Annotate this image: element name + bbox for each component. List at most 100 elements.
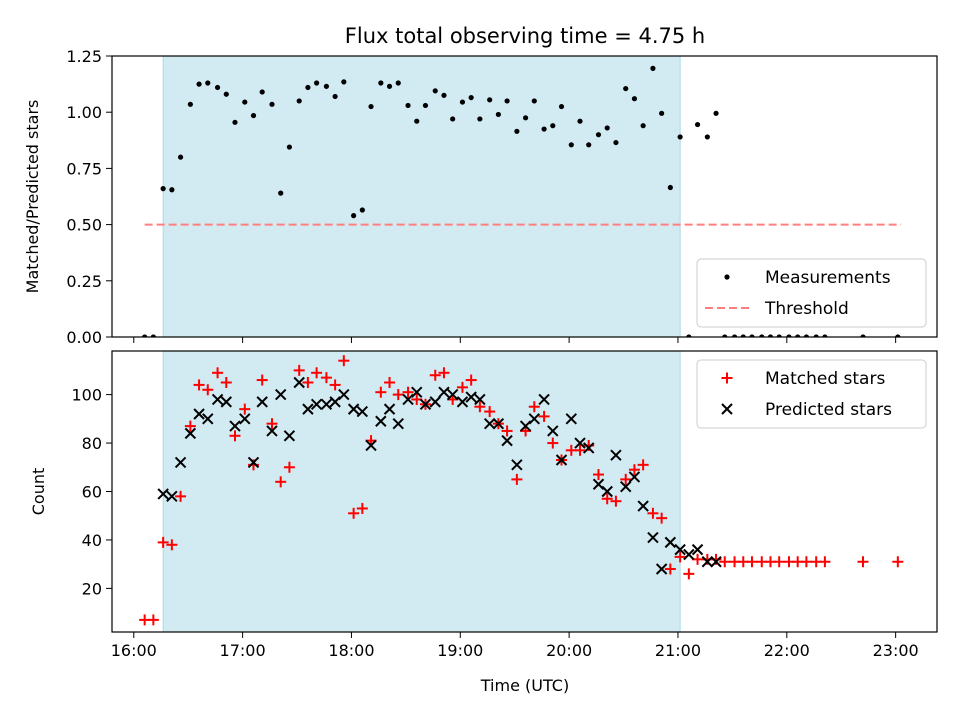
measurement-point bbox=[722, 334, 728, 337]
measurement-point bbox=[522, 115, 529, 121]
y-tick-label: 100 bbox=[71, 386, 102, 405]
predicted-point bbox=[628, 471, 641, 483]
measurement-point bbox=[414, 118, 420, 124]
measurement-point bbox=[740, 334, 746, 337]
predicted-point bbox=[411, 386, 423, 398]
measurement-point bbox=[187, 101, 193, 107]
predicted-point bbox=[166, 490, 178, 503]
measurement-point bbox=[631, 96, 638, 102]
measurement-point bbox=[395, 80, 401, 86]
legend: Measurements Threshold bbox=[696, 258, 927, 328]
y-tick-label: 80 bbox=[82, 434, 102, 453]
matched-point bbox=[620, 473, 632, 485]
matched-point bbox=[402, 386, 414, 398]
measurement-point bbox=[468, 94, 474, 101]
predicted-point bbox=[501, 434, 513, 447]
measurement-point bbox=[422, 102, 429, 109]
matched-point bbox=[311, 367, 323, 379]
matched-point bbox=[574, 444, 586, 456]
matched-point bbox=[157, 536, 169, 548]
predicted-point bbox=[492, 417, 505, 430]
measurement-point bbox=[577, 118, 583, 124]
predicted-point bbox=[256, 396, 268, 408]
measurement-point bbox=[613, 139, 619, 146]
matched-point bbox=[212, 367, 224, 379]
matched-point bbox=[220, 376, 232, 388]
measurement-point bbox=[795, 334, 801, 337]
predicted-point bbox=[229, 420, 241, 432]
measurement-point bbox=[296, 98, 302, 104]
x-tick-label: 18:00 bbox=[328, 641, 374, 660]
observing-window-span bbox=[162, 55, 681, 338]
predicted-point bbox=[446, 388, 459, 401]
measurement-point bbox=[242, 99, 248, 105]
y-tick-label: 0.25 bbox=[66, 272, 102, 291]
predicted-point bbox=[402, 393, 414, 406]
predicted-point bbox=[583, 442, 595, 454]
measurement-point bbox=[214, 84, 221, 91]
predicted-point bbox=[356, 405, 369, 418]
matched-point bbox=[275, 476, 287, 488]
y-tick-label: 40 bbox=[82, 531, 102, 550]
measurement-point bbox=[359, 207, 365, 213]
predicted-point bbox=[483, 417, 496, 430]
predicted-point bbox=[565, 413, 578, 425]
matched-point bbox=[628, 464, 640, 476]
measurement-point bbox=[667, 184, 673, 191]
measurement-point bbox=[749, 334, 755, 337]
predicted-point bbox=[383, 403, 396, 415]
matched-point bbox=[456, 381, 468, 393]
matched-point bbox=[773, 556, 785, 568]
measurement-point bbox=[713, 110, 719, 116]
x-tick-label: 19:00 bbox=[437, 641, 483, 660]
measurement-point bbox=[504, 98, 510, 104]
predicted-point bbox=[338, 388, 350, 401]
predicted-point bbox=[664, 536, 677, 549]
matched-point bbox=[348, 507, 360, 519]
axes-frame bbox=[111, 55, 938, 338]
y-tick-label: 60 bbox=[82, 483, 102, 502]
measurement-point bbox=[776, 334, 782, 337]
matched-point bbox=[202, 384, 214, 396]
matched-point bbox=[429, 369, 441, 381]
measurement-point bbox=[196, 81, 202, 87]
measurement-point bbox=[432, 88, 438, 94]
matched-point bbox=[710, 553, 722, 565]
matched-point bbox=[719, 556, 731, 568]
measurement-point bbox=[459, 99, 466, 105]
measurement-point bbox=[487, 97, 493, 103]
predicted-point bbox=[647, 531, 659, 544]
predicted-point bbox=[302, 403, 314, 415]
predicted-point bbox=[211, 393, 224, 406]
legend-label: Predicted stars bbox=[765, 400, 892, 420]
legend-label: Threshold bbox=[764, 299, 849, 319]
measurement-point bbox=[269, 101, 275, 107]
measurement-point bbox=[568, 142, 574, 148]
predicted-point bbox=[247, 456, 260, 469]
measurement-point bbox=[550, 123, 556, 129]
measurement-point bbox=[786, 334, 792, 337]
matched-point bbox=[610, 495, 622, 507]
x-axis-label: Time (UTC) bbox=[480, 676, 569, 695]
predicted-point bbox=[429, 396, 441, 408]
measurement-point bbox=[314, 80, 320, 86]
measurement-point bbox=[450, 116, 456, 122]
matched-point bbox=[384, 376, 396, 388]
measurement-point bbox=[541, 126, 547, 132]
predicted-point bbox=[184, 427, 197, 440]
matched-point bbox=[283, 461, 295, 473]
measurement-point bbox=[368, 103, 374, 110]
predicted-point bbox=[710, 556, 722, 568]
predicted-point bbox=[538, 393, 550, 406]
measurement-point bbox=[813, 334, 819, 337]
predicted-point bbox=[365, 439, 377, 452]
predicted-point bbox=[375, 415, 387, 427]
ratio-panel: 0.00 0.25 0.50 0.75 1.00 1.25 Matched/Predicte… bbox=[23, 47, 938, 347]
measurement-point bbox=[305, 84, 311, 91]
count-panel: 16:00 17:00 18:00 19:00 20:00 21:00 22:00 23:00… bbox=[29, 350, 938, 660]
data-points bbox=[142, 65, 901, 337]
matched-point bbox=[664, 563, 676, 575]
measurement-point bbox=[278, 190, 284, 196]
legend-label: Matched stars bbox=[765, 369, 885, 389]
